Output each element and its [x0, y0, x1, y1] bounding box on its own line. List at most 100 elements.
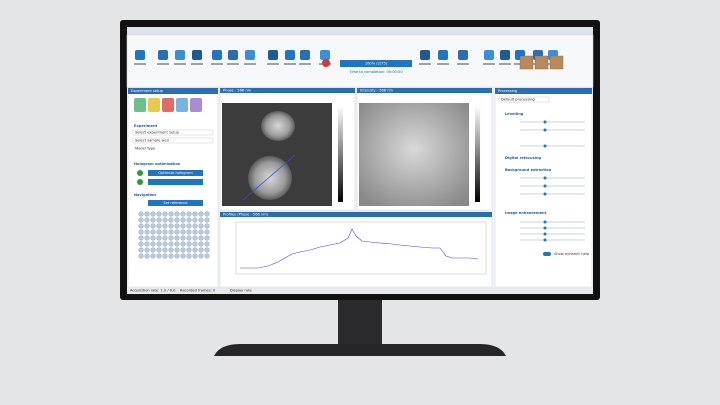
well[interactable] — [150, 247, 156, 253]
well[interactable] — [156, 253, 162, 259]
well[interactable] — [168, 211, 174, 217]
well[interactable] — [144, 217, 150, 223]
well[interactable] — [186, 229, 192, 235]
well[interactable] — [180, 247, 186, 253]
well[interactable] — [150, 229, 156, 235]
well[interactable] — [162, 211, 168, 217]
well[interactable] — [204, 247, 210, 253]
well[interactable] — [156, 217, 162, 223]
well[interactable] — [204, 223, 210, 229]
well[interactable] — [168, 229, 174, 235]
dropdown[interactable] — [498, 96, 550, 103]
well[interactable] — [144, 211, 150, 217]
well[interactable] — [198, 247, 204, 253]
well[interactable] — [186, 253, 192, 259]
well[interactable] — [162, 217, 168, 223]
well[interactable] — [156, 241, 162, 247]
well[interactable] — [186, 223, 192, 229]
well[interactable] — [174, 253, 180, 259]
well[interactable] — [198, 241, 204, 247]
well[interactable] — [192, 211, 198, 217]
well[interactable] — [150, 253, 156, 259]
well[interactable] — [192, 217, 198, 223]
well[interactable] — [138, 253, 144, 259]
well[interactable] — [168, 253, 174, 259]
well[interactable] — [192, 247, 198, 253]
well[interactable] — [192, 253, 198, 259]
well[interactable] — [174, 241, 180, 247]
well[interactable] — [198, 217, 204, 223]
well[interactable] — [138, 217, 144, 223]
well[interactable] — [156, 235, 162, 241]
well[interactable] — [198, 235, 204, 241]
well[interactable] — [150, 217, 156, 223]
well[interactable] — [162, 229, 168, 235]
well[interactable] — [156, 223, 162, 229]
well[interactable] — [180, 235, 186, 241]
toggle[interactable] — [543, 252, 551, 256]
well[interactable] — [150, 223, 156, 229]
well[interactable] — [150, 241, 156, 247]
well[interactable] — [168, 241, 174, 247]
well[interactable] — [198, 253, 204, 259]
well[interactable] — [180, 241, 186, 247]
well[interactable] — [138, 247, 144, 253]
button[interactable] — [148, 179, 203, 185]
well[interactable] — [138, 235, 144, 241]
well[interactable] — [204, 235, 210, 241]
well[interactable] — [198, 211, 204, 217]
well[interactable] — [186, 235, 192, 241]
well[interactable] — [144, 253, 150, 259]
well[interactable] — [174, 235, 180, 241]
well[interactable] — [192, 223, 198, 229]
well[interactable] — [204, 211, 210, 217]
well[interactable] — [168, 235, 174, 241]
well[interactable] — [192, 241, 198, 247]
well[interactable] — [138, 229, 144, 235]
well[interactable] — [192, 235, 198, 241]
well[interactable] — [162, 247, 168, 253]
well[interactable] — [204, 217, 210, 223]
well[interactable] — [174, 217, 180, 223]
well[interactable] — [174, 211, 180, 217]
well[interactable] — [198, 223, 204, 229]
well[interactable] — [198, 229, 204, 235]
well[interactable] — [138, 223, 144, 229]
button[interactable] — [148, 170, 203, 176]
well[interactable] — [144, 247, 150, 253]
well[interactable] — [156, 211, 162, 217]
dropdown[interactable] — [132, 129, 214, 136]
well[interactable] — [186, 241, 192, 247]
well[interactable] — [180, 253, 186, 259]
well[interactable] — [138, 241, 144, 247]
well[interactable] — [168, 247, 174, 253]
well[interactable] — [180, 223, 186, 229]
well[interactable] — [186, 211, 192, 217]
well[interactable] — [204, 253, 210, 259]
well[interactable] — [186, 217, 192, 223]
button[interactable] — [148, 200, 203, 206]
well[interactable] — [138, 211, 144, 217]
well[interactable] — [204, 241, 210, 247]
well[interactable] — [168, 223, 174, 229]
well[interactable] — [174, 247, 180, 253]
well[interactable] — [180, 229, 186, 235]
well[interactable] — [186, 247, 192, 253]
well[interactable] — [156, 229, 162, 235]
well[interactable] — [180, 217, 186, 223]
well[interactable] — [174, 223, 180, 229]
well[interactable] — [144, 229, 150, 235]
dropdown[interactable] — [132, 137, 214, 144]
well[interactable] — [150, 211, 156, 217]
well[interactable] — [180, 211, 186, 217]
well[interactable] — [162, 235, 168, 241]
well[interactable] — [162, 223, 168, 229]
well[interactable] — [144, 241, 150, 247]
well[interactable] — [150, 235, 156, 241]
well[interactable] — [162, 253, 168, 259]
well[interactable] — [174, 229, 180, 235]
well[interactable] — [204, 229, 210, 235]
well[interactable] — [144, 223, 150, 229]
well[interactable] — [168, 217, 174, 223]
well[interactable] — [144, 235, 150, 241]
